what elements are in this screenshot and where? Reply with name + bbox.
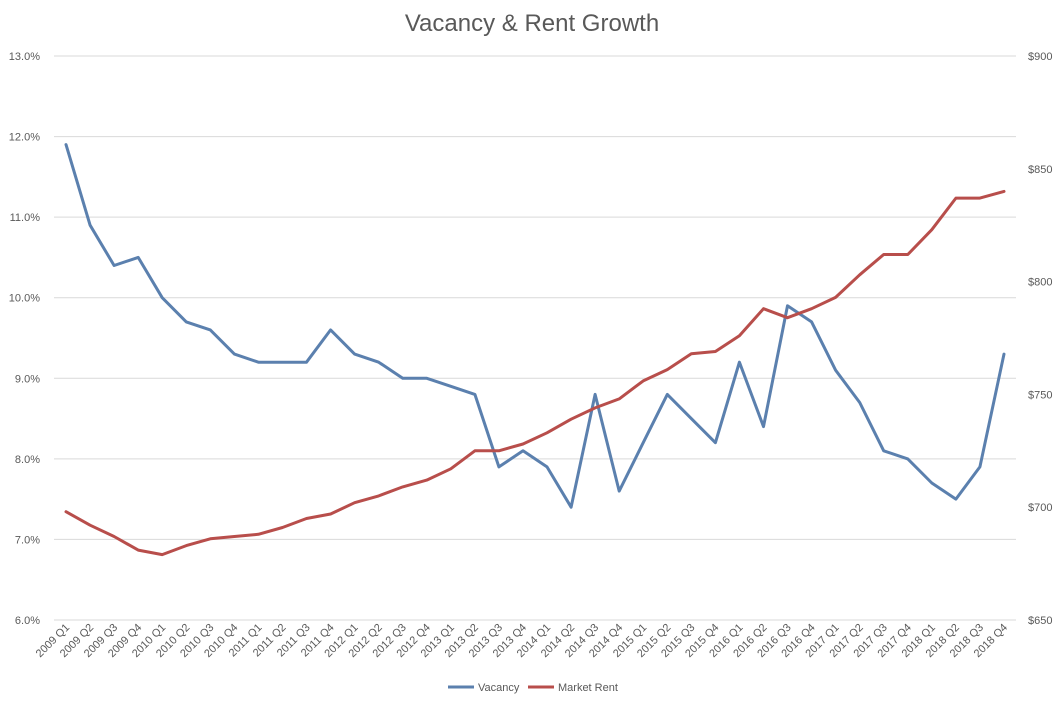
y-right-tick-label: $800 — [1028, 277, 1052, 289]
y-right-tick-label: $700 — [1028, 502, 1052, 514]
series-line-market-rent — [64, 189, 1006, 557]
y-left-tick-label: 10.0% — [9, 293, 40, 305]
legend-label-vacancy: Vacancy — [478, 682, 520, 694]
y-right-tick-label: $900 — [1028, 51, 1052, 63]
y-left-tick-label: 12.0% — [9, 132, 40, 144]
y-right-tick-label: $650 — [1028, 615, 1052, 627]
y-left-tick-label: 6.0% — [15, 615, 40, 627]
chart-title: Vacancy & Rent Growth — [404, 10, 660, 37]
y-right-tick-label: $850 — [1028, 164, 1052, 176]
y-left-tick-label: 8.0% — [15, 454, 40, 466]
y-left-tick-label: 11.0% — [10, 212, 41, 224]
y-right-tick-label: $750 — [1028, 389, 1052, 401]
series-line-vacancy — [64, 143, 1006, 509]
y-left-tick-label: 9.0% — [15, 373, 40, 385]
y-left-tick-label: 7.0% — [15, 534, 40, 546]
y-left-tick-label: 13.0% — [9, 51, 40, 63]
legend-label-market-rent: Market Rent — [558, 682, 618, 694]
